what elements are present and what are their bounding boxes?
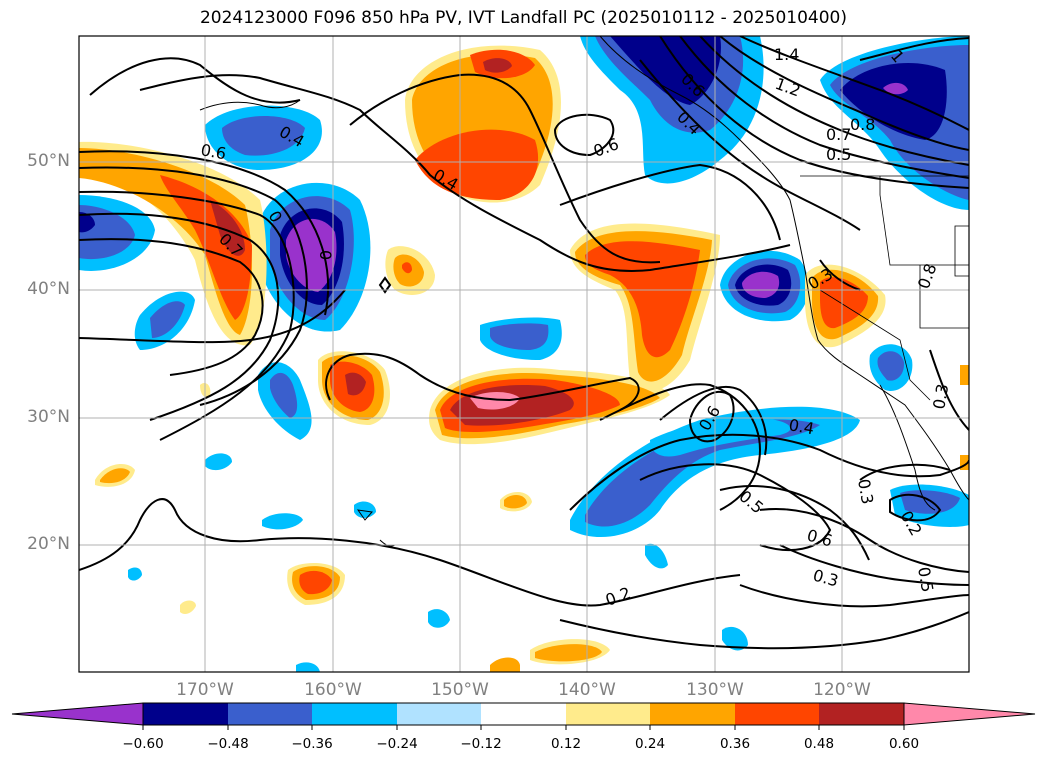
- lon-label-170w: 170°W: [176, 680, 234, 700]
- coastlines: [199, 36, 969, 547]
- lon-label-140w: 140°W: [558, 680, 616, 700]
- colorbar-tick: 0.60: [888, 736, 920, 752]
- contour-label: 1.4: [774, 45, 799, 64]
- contour-label: 0.5: [735, 487, 767, 518]
- contour-label: 0.3: [854, 477, 877, 505]
- colorbar-tick: 0.36: [719, 736, 751, 752]
- contour-label: 1.2: [773, 74, 803, 101]
- colorbar-tick: −0.36: [291, 736, 333, 752]
- ivt-contours: [79, 36, 969, 650]
- colorbar-extend-low: [11, 702, 144, 726]
- colorbar-segment: [481, 703, 566, 725]
- colorbar-tick: −0.60: [122, 736, 164, 752]
- borders: [800, 175, 969, 401]
- contour-label: 0.4: [787, 415, 815, 438]
- colorbar-segment: [566, 703, 650, 725]
- colorbar-segment: [312, 703, 397, 725]
- colorbar-segment: [143, 703, 228, 725]
- lon-label-160w: 160°W: [304, 680, 362, 700]
- lat-label-30n: 30°N: [27, 407, 70, 427]
- colorbar-extend-high: [903, 702, 1036, 726]
- lon-label-130w: 130°W: [686, 680, 744, 700]
- colorbar-tick: −0.48: [207, 736, 249, 752]
- colorbar-segment: [819, 703, 904, 725]
- contour-label: 0.8: [850, 115, 875, 134]
- colorbar-tick: −0.12: [460, 736, 502, 752]
- lon-label-150w: 150°W: [431, 680, 489, 700]
- gridlines: [79, 36, 969, 672]
- colorbar-tick: 0.48: [803, 736, 835, 752]
- colorbar-segment: [650, 703, 735, 725]
- contour-label: 0.6: [591, 134, 621, 161]
- colorbar: [11, 702, 1036, 730]
- lat-label-50n: 50°N: [27, 151, 70, 171]
- contour-label: 0.7: [826, 125, 851, 144]
- lat-label-20n: 20°N: [27, 534, 70, 554]
- colorbar-segment: [397, 703, 481, 725]
- contour-label: 0.3: [929, 382, 952, 410]
- contour-label: 0.2: [603, 583, 633, 610]
- contour-label: 0.5: [914, 565, 937, 593]
- map-title: 2024123000 F096 850 hPa PV, IVT Landfall…: [199, 8, 847, 28]
- contour-label: 0.3: [811, 566, 841, 591]
- contour-label: 0: [316, 250, 335, 260]
- contour-label: 0.6: [199, 140, 227, 163]
- colorbar-tick: −0.24: [376, 736, 418, 752]
- map-frame: [78, 35, 970, 673]
- lon-label-120w: 120°W: [813, 680, 871, 700]
- colorbar-tick: 0.12: [550, 736, 582, 752]
- colorbar-segment: [735, 703, 819, 725]
- colorbar-tick: 0.24: [634, 736, 666, 752]
- contour-label: 0.5: [826, 145, 851, 164]
- contour-label: 0.8: [914, 261, 941, 291]
- lat-label-40n: 40°N: [27, 279, 70, 299]
- colorbar-segment: [228, 703, 312, 725]
